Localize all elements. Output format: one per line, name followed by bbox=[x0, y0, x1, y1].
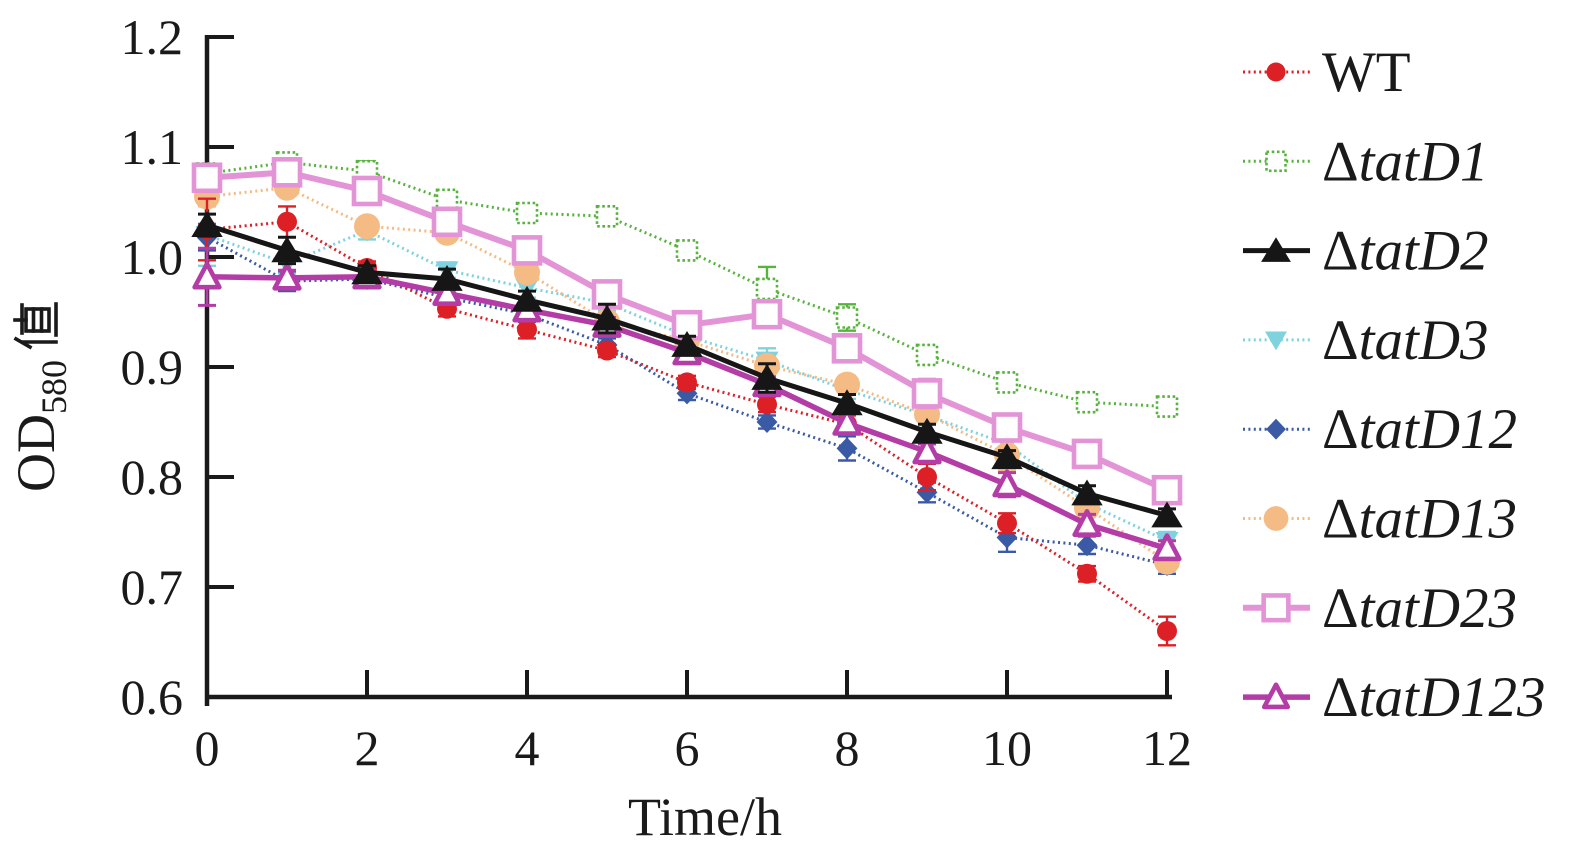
legend-item-tatD123: ΔtatD123 bbox=[1243, 666, 1546, 729]
y-axis-title-cjk-suffix bbox=[13, 302, 58, 350]
series-tatD123-markers bbox=[192, 261, 1182, 562]
x-tick-label: 6 bbox=[675, 720, 700, 776]
y-axis-title-text: OD580 bbox=[6, 360, 74, 492]
series-tatD2 bbox=[191, 211, 1183, 528]
y-tick-label: 0.7 bbox=[121, 559, 184, 615]
legend-label: ΔtatD2 bbox=[1322, 220, 1489, 283]
legend-label: ΔtatD1 bbox=[1322, 130, 1489, 193]
y-axis-title: OD580 bbox=[6, 302, 74, 492]
legend: WT ΔtatD1 ΔtatD2 ΔtatD3 ΔtatD12 ΔtatD13 ΔtatD2… bbox=[1243, 41, 1546, 729]
axes: 0.6 0.7 0.8 0.9 1.0 1.1 1.2 0 2 4 6 8 10 12 Time/h OD58… bbox=[6, 9, 1192, 847]
legend-label: ΔtatD123 bbox=[1322, 666, 1546, 729]
legend-label: ΔtatD12 bbox=[1322, 398, 1517, 461]
legend-item-tatD12: ΔtatD12 bbox=[1243, 398, 1517, 461]
x-tick-label: 4 bbox=[515, 720, 540, 776]
y-tick-label: 0.8 bbox=[121, 449, 184, 505]
y-tick-label: 1.2 bbox=[121, 9, 184, 65]
x-tick-label: 8 bbox=[835, 720, 860, 776]
series-WT-line bbox=[206, 220, 1168, 633]
legend-item-tatD1: ΔtatD1 bbox=[1243, 130, 1489, 193]
series-tatD23 bbox=[191, 157, 1183, 506]
series-tatD1-line bbox=[206, 160, 1168, 409]
legend-label: WT bbox=[1322, 41, 1411, 104]
legend-label: ΔtatD13 bbox=[1322, 488, 1517, 551]
legend-item-tatD2: ΔtatD2 bbox=[1243, 220, 1489, 283]
x-tick-label: 10 bbox=[982, 720, 1032, 776]
legend-item-tatD23: ΔtatD23 bbox=[1243, 577, 1517, 640]
x-axis-title: Time/h bbox=[628, 787, 782, 847]
plot-area bbox=[191, 151, 1183, 647]
series-tatD2-line bbox=[206, 222, 1168, 518]
y-tick-label: 0.6 bbox=[121, 669, 184, 725]
x-tick-label: 2 bbox=[355, 720, 380, 776]
legend-item-tatD3: ΔtatD3 bbox=[1243, 309, 1489, 372]
legend-label: ΔtatD3 bbox=[1322, 309, 1489, 372]
legend-item-WT: WT bbox=[1243, 41, 1411, 104]
x-tick-label: 12 bbox=[1142, 720, 1192, 776]
y-tick-label: 1.0 bbox=[121, 229, 184, 285]
x-tick-label: 0 bbox=[195, 720, 220, 776]
series-tatD2-markers bbox=[191, 211, 1183, 528]
y-tick-label: 1.1 bbox=[121, 119, 184, 175]
legend-item-tatD13: ΔtatD13 bbox=[1243, 488, 1517, 551]
legend-label: ΔtatD23 bbox=[1322, 577, 1517, 640]
y-tick-label: 0.9 bbox=[121, 339, 184, 395]
